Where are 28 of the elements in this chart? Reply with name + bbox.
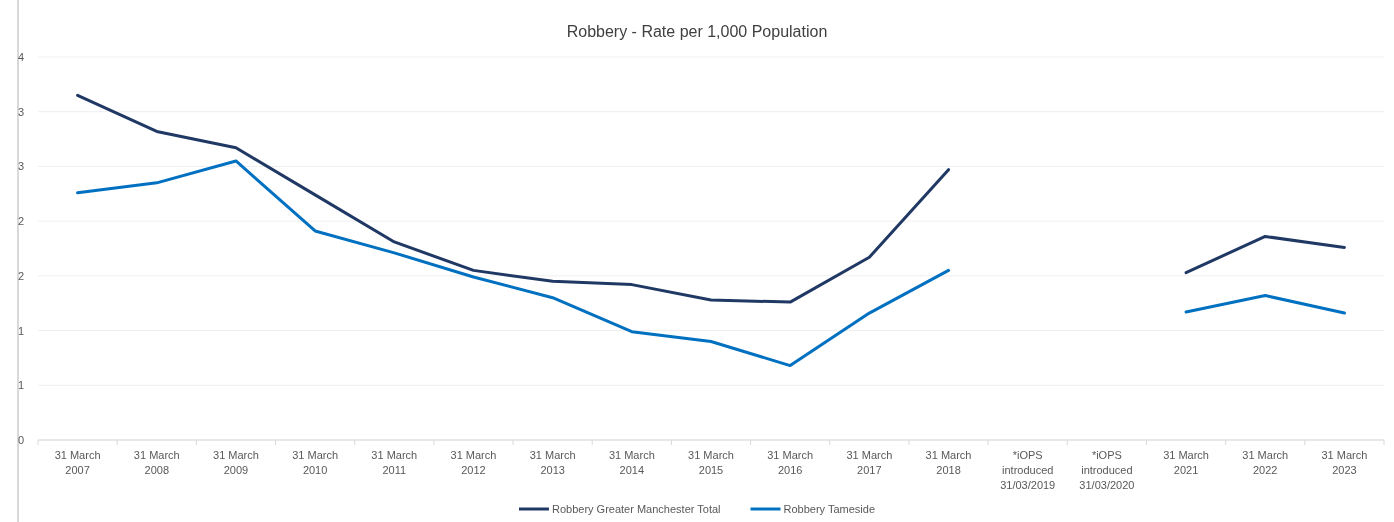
x-tick-label: 31 March 2008 (133, 449, 180, 476)
y-tick-label: 1 (17, 324, 24, 337)
x-tick-label: *iOPS introduced 31/03/2020 (1079, 449, 1135, 491)
x-tick-label: 31 March 2007 (54, 449, 101, 476)
x-tick-label: 31 March 2023 (1321, 449, 1368, 476)
x-tick-label: 31 March 2012 (450, 449, 497, 476)
y-tick-label: 3 (17, 160, 24, 173)
y-tick-label: 2 (17, 269, 24, 282)
legend-label: Robbery Tameside (783, 503, 876, 515)
x-tick-label: 31 March 2017 (846, 449, 893, 476)
x-tick-label: 31 March 2021 (1163, 449, 1209, 476)
x-tick-label: 31 March 2010 (292, 449, 339, 476)
y-tick-label: 3 (17, 105, 24, 118)
x-tick-label: 31 March 2016 (767, 449, 814, 476)
y-tick-label: 1 (17, 379, 24, 392)
x-tick-label: 31 March 2009 (213, 449, 259, 476)
x-tick-label: 31 March 2022 (1242, 449, 1289, 476)
y-tick-label: 0 (17, 434, 24, 447)
x-tick-label: 31 March 2015 (688, 449, 734, 476)
x-tick-label: 31 March 2014 (608, 449, 655, 476)
x-tick-label: 31 March 2013 (529, 449, 576, 476)
chart-title: Robbery - Rate per 1,000 Population (566, 23, 828, 40)
x-tick-label: *iOPS introduced 31/03/2019 (1000, 449, 1056, 491)
y-tick-label: 2 (17, 215, 24, 228)
x-tick-label: 31 March 2018 (925, 449, 972, 476)
legend-label: Robbery Greater Manchester Total (551, 503, 721, 515)
x-tick-label: 31 March 2011 (371, 449, 418, 476)
y-tick-label: 4 (17, 51, 24, 64)
